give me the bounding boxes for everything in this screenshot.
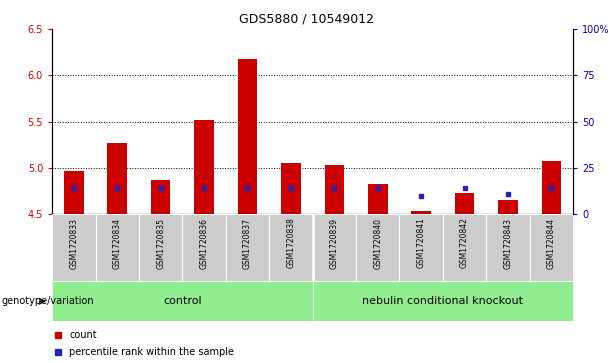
Bar	[52, 214, 96, 281]
Bar	[313, 214, 356, 281]
Bar	[486, 214, 530, 281]
Bar	[400, 214, 443, 281]
Bar	[530, 214, 573, 281]
Bar	[368, 184, 387, 214]
Bar	[281, 163, 301, 214]
Bar	[64, 171, 83, 214]
Text: GSM1720836: GSM1720836	[200, 217, 208, 269]
Text: GSM1720844: GSM1720844	[547, 217, 556, 269]
Bar	[151, 180, 170, 214]
Bar	[52, 281, 313, 321]
Text: nebulin conditional knockout: nebulin conditional knockout	[362, 296, 524, 306]
Text: GSM1720834: GSM1720834	[113, 217, 122, 269]
Text: percentile rank within the sample: percentile rank within the sample	[69, 347, 234, 357]
Text: GSM1720839: GSM1720839	[330, 217, 339, 269]
Text: count: count	[69, 330, 97, 339]
Text: GSM1720840: GSM1720840	[373, 217, 383, 269]
Text: genotype/variation: genotype/variation	[1, 296, 94, 306]
Bar	[107, 143, 127, 214]
Bar	[542, 162, 562, 214]
Text: GSM1720838: GSM1720838	[286, 217, 295, 268]
Text: GSM1720841: GSM1720841	[417, 217, 425, 268]
Text: control: control	[163, 296, 202, 306]
Text: GSM1720843: GSM1720843	[503, 217, 512, 269]
Bar	[96, 214, 139, 281]
Bar	[313, 281, 573, 321]
Bar	[183, 214, 226, 281]
Bar	[411, 211, 431, 214]
Bar	[455, 193, 474, 214]
Text: GSM1720837: GSM1720837	[243, 217, 252, 269]
Text: GSM1720835: GSM1720835	[156, 217, 165, 269]
Text: GSM1720833: GSM1720833	[69, 217, 78, 269]
Text: GDS5880 / 10549012: GDS5880 / 10549012	[239, 13, 374, 26]
Bar	[226, 214, 269, 281]
Bar	[139, 214, 183, 281]
Text: GSM1720842: GSM1720842	[460, 217, 469, 268]
Bar	[498, 200, 518, 214]
Bar	[324, 165, 344, 214]
Bar	[269, 214, 313, 281]
Bar	[356, 214, 400, 281]
Bar	[194, 120, 214, 214]
Bar	[238, 59, 257, 214]
Bar	[443, 214, 486, 281]
